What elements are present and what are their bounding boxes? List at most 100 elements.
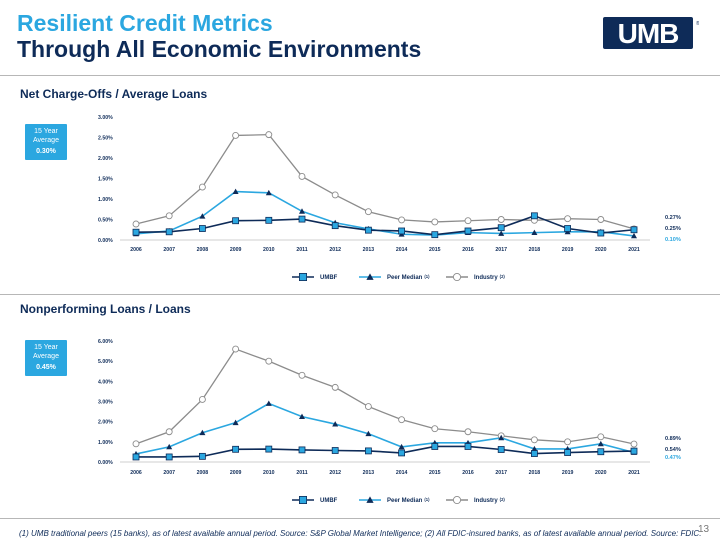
data-point-umbf [431,231,439,239]
legend-superscript: (1) [424,274,430,279]
legend-marker-industry [452,272,462,282]
data-point-umbf [597,229,605,237]
legend-superscript: (1) [424,497,430,502]
y-tick-label: 1.00% [98,440,113,446]
title-divider [0,75,720,76]
data-point-peer-median [265,400,272,406]
legend-marker-peer-median [366,496,374,503]
y-tick-label: 2.00% [98,420,113,426]
x-tick-label: 2011 [296,247,307,253]
data-point-peer-median [265,189,272,196]
x-tick-label: 2016 [462,470,474,476]
series-line-umbf [136,445,635,458]
y-tick-label: 3.00% [98,115,113,121]
end-value-label: 0.54% [665,447,681,453]
y-tick-label: 2.50% [98,136,113,142]
legend-label: Industry (2) [474,497,505,504]
legend-label: UMBF [320,498,338,504]
data-point-industry [431,425,439,433]
y-tick-label: 1.50% [98,177,113,183]
end-value-label: 0.25% [665,226,681,232]
x-tick-label: 2006 [130,470,142,476]
legend-marker-umbf [298,272,307,281]
data-point-umbf [464,227,472,235]
data-point-umbf [232,217,240,225]
x-tick-label: 2008 [197,470,209,476]
y-tick-label: 2.00% [98,156,113,162]
data-point-industry [198,183,206,191]
data-point-umbf [531,212,538,220]
legend-label: UMBF [320,275,338,281]
y-tick-label: 0.00% [98,460,113,466]
data-point-umbf [198,225,206,232]
series-line-peer-median [135,402,635,455]
data-point-industry [364,403,372,410]
data-point-industry [464,217,472,225]
data-point-umbf [464,443,472,450]
average-badge-label: 15 Year Average [33,344,59,360]
data-point-peer-median [299,413,305,420]
data-point-industry [132,220,140,228]
legend-label: Industry (2) [474,274,505,281]
data-point-industry [597,216,605,223]
legend-superscript: (2) [500,274,506,279]
average-badge-npl: 15 Year Average 0.45% [25,340,67,376]
data-point-umbf [132,453,140,461]
average-badge-label: 15 Year Average [33,128,59,144]
series-line-industry [135,348,635,445]
data-point-industry [232,131,240,139]
data-point-peer-median [631,232,637,239]
data-point-peer-median [398,443,405,450]
x-tick-label: 2007 [163,470,175,476]
data-point-umbf [198,452,206,460]
page-number: 13 [698,524,710,535]
data-point-peer-median [232,188,239,195]
x-tick-label: 2019 [562,247,574,253]
y-tick-label: 6.00% [98,339,113,345]
data-point-umbf [431,443,439,450]
data-point-industry [464,428,472,436]
data-point-industry [265,357,273,365]
average-badge-nco: 15 Year Average 0.30% [25,124,67,160]
data-point-industry [431,218,439,226]
series-line-peer-median [135,190,635,237]
data-point-industry [331,383,339,391]
data-point-umbf [597,448,605,456]
legend-superscript: (2) [500,497,506,502]
data-point-umbf [331,222,339,230]
legend-label: Peer Median (1) [387,274,430,281]
umb-logo: UMB ® [603,17,699,49]
data-point-industry [298,371,306,379]
data-point-peer-median [531,445,538,452]
title-line-1: Resilient Credit Metrics [17,10,273,36]
x-tick-label: 2021 [628,470,640,476]
data-point-umbf [398,227,406,235]
data-point-peer-median [199,213,206,219]
x-tick-label: 2012 [329,247,341,253]
data-point-industry [530,436,538,444]
y-tick-label: 1.00% [98,197,113,203]
average-badge-value: 0.45% [36,364,56,371]
data-point-peer-median [498,434,505,441]
legend-marker-industry [452,495,462,505]
data-point-umbf [531,450,538,457]
section-title-nco: Net Charge-Offs / Average Loans [20,87,208,101]
footer-divider [0,518,720,519]
section-title-npl: Nonperforming Loans / Loans [20,302,191,316]
x-tick-label: 2012 [329,470,341,476]
x-tick-label: 2013 [363,247,375,253]
x-tick-label: 2011 [296,470,307,476]
average-badge-value: 0.30% [36,148,56,155]
end-value-label: 0.27% [665,215,681,221]
data-point-peer-median [365,430,372,437]
data-point-peer-median [498,230,505,236]
data-point-umbf [564,225,571,232]
x-tick-label: 2017 [495,470,507,476]
data-point-umbf [265,216,273,224]
data-point-umbf [364,447,372,455]
x-tick-label: 2015 [429,247,441,253]
x-tick-label: 2009 [230,470,242,476]
data-point-industry [165,212,173,220]
x-tick-label: 2010 [263,247,275,253]
